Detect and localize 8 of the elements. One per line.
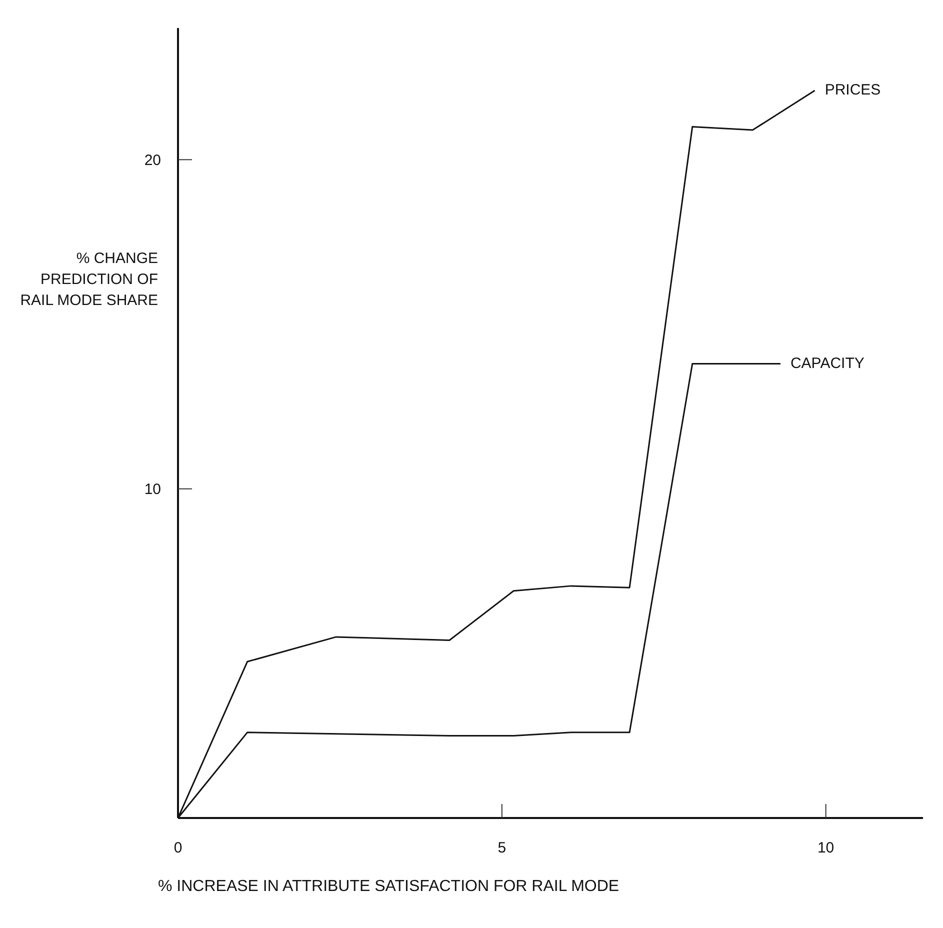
- x-tick-label: 10: [817, 840, 834, 857]
- x-tick-label: 0: [174, 840, 182, 857]
- y-axis-title: % CHANGE PREDICTION OF RAIL MODE SHARE: [19, 249, 158, 311]
- y-tick-label: 20: [144, 152, 161, 169]
- series-label: PRICES: [824, 82, 881, 99]
- x-tick-label: 5: [498, 840, 506, 857]
- x-axis-title: % INCREASE IN ATTRIBUTE SATISFACTION FOR RAIL MODE: [158, 878, 620, 896]
- series-label: CAPACITY: [790, 354, 864, 372]
